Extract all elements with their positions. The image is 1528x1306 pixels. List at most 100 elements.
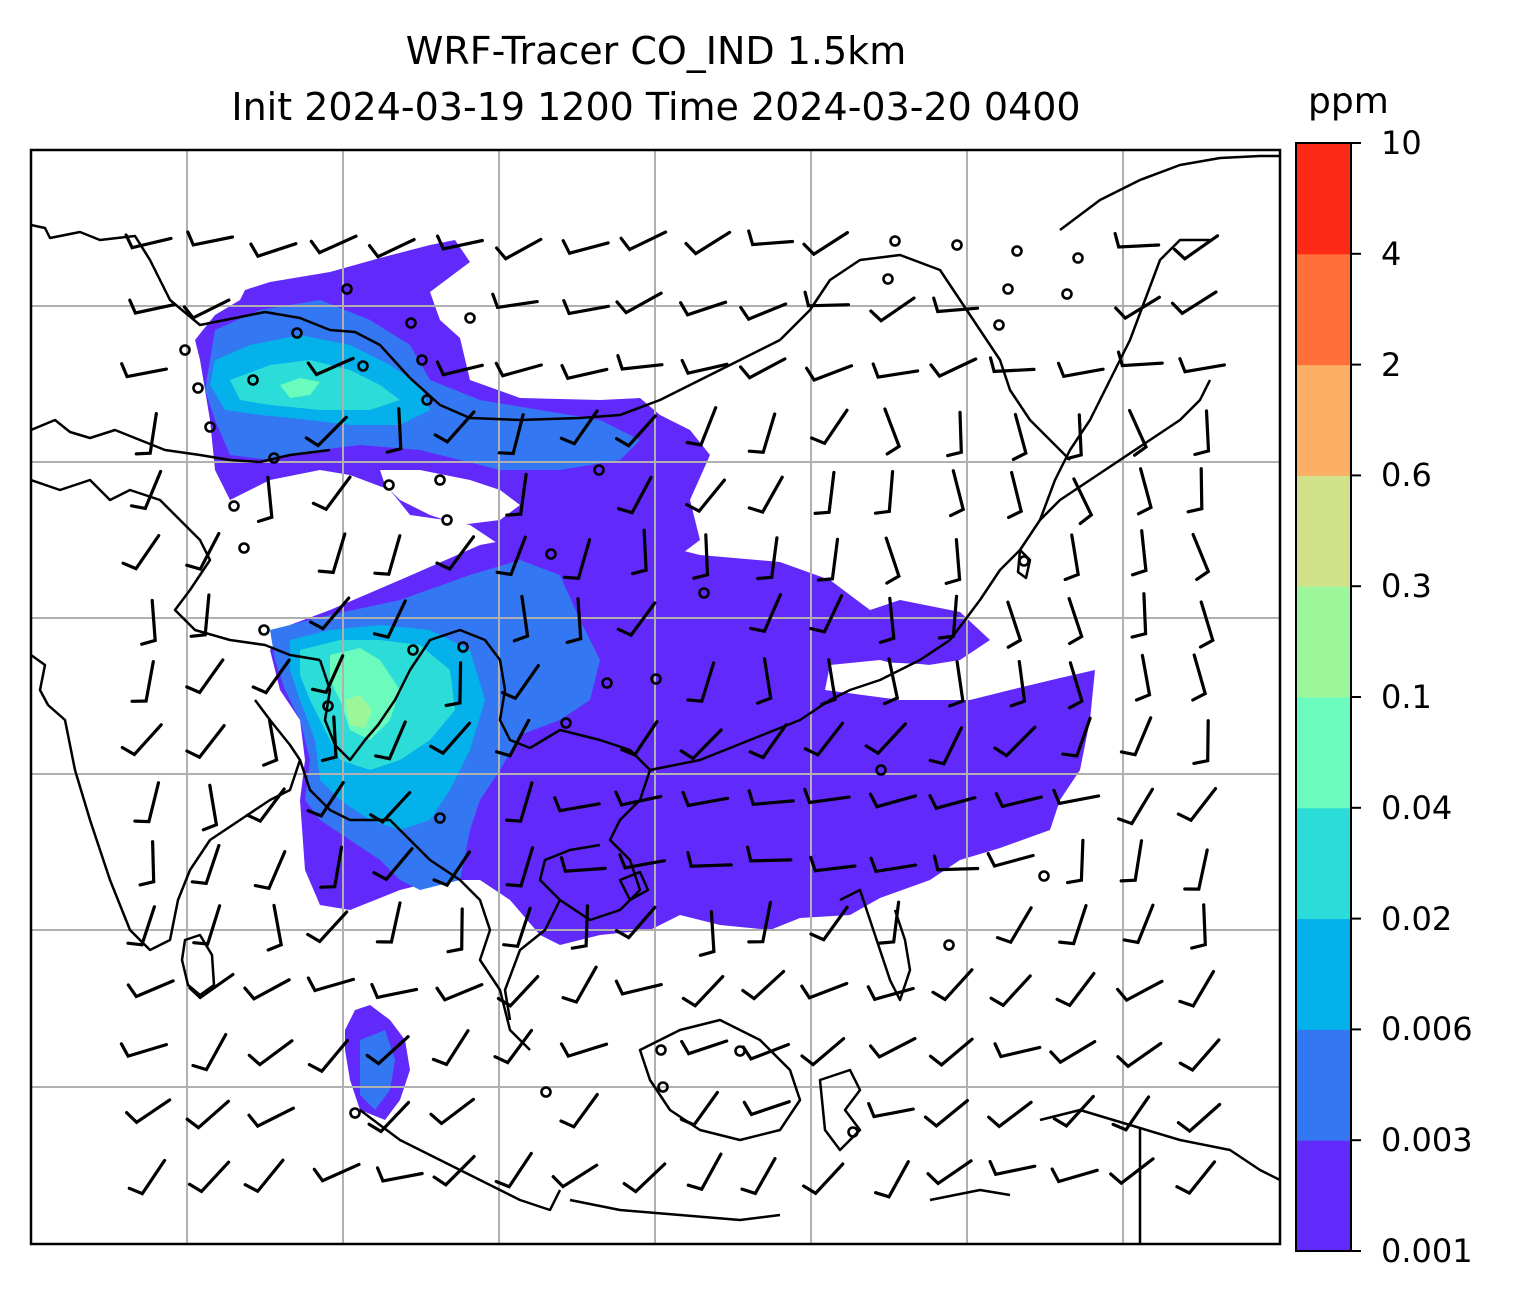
- india-west-coast: [31, 653, 302, 952]
- calm-wind-circle: [560, 717, 572, 729]
- borneo: [638, 1018, 802, 1142]
- wind-barb: [937, 594, 959, 640]
- wind-barb: [614, 979, 663, 996]
- wind-barb: [306, 910, 349, 944]
- wind-barb: [1131, 529, 1148, 577]
- colorbar-segment: [1296, 1140, 1351, 1252]
- wind-barb: [512, 594, 530, 643]
- wind-barb: [495, 237, 543, 261]
- calm-wind-circle: [457, 641, 469, 653]
- calm-wind-circle: [179, 344, 191, 356]
- wind-barb: [187, 1160, 231, 1194]
- calm-wind-circle: [268, 452, 280, 464]
- wind-barb: [747, 229, 795, 247]
- map-area: [31, 150, 1280, 1244]
- timor: [929, 1188, 1011, 1202]
- wind-barb: [320, 715, 338, 763]
- calm-wind-circle: [650, 673, 662, 685]
- colorbar-segment: [1296, 1029, 1351, 1141]
- wind-barb: [134, 412, 158, 456]
- wind-barb: [681, 790, 730, 808]
- wind-barb: [746, 845, 793, 863]
- calm-wind-circle: [441, 514, 453, 526]
- wind-barb: [944, 538, 962, 585]
- wind-barb: [188, 972, 235, 1000]
- wind-barb: [809, 594, 844, 634]
- calm-wind-circle: [357, 360, 369, 372]
- map-frame: [29, 148, 1282, 1246]
- wind-barb: [1061, 716, 1092, 758]
- wind-barb: [253, 850, 287, 891]
- calm-wind-circle: [1002, 283, 1014, 295]
- calm-wind-circle: [341, 283, 353, 295]
- wind-barb: [493, 1028, 534, 1065]
- wind-barb: [190, 843, 221, 886]
- wind-barb: [191, 1033, 228, 1072]
- wind-barb: [133, 781, 161, 824]
- wind-barb: [987, 1100, 1033, 1129]
- colorbar-tick-label: 0.003: [1381, 1121, 1473, 1160]
- wind-barb: [617, 475, 653, 515]
- colorbar-tick-label: 0.6: [1381, 456, 1432, 495]
- wind-barb: [128, 298, 177, 315]
- wind-barb: [631, 528, 648, 576]
- wind-barb: [878, 900, 901, 945]
- wind-barb: [1072, 477, 1094, 526]
- calm-wind-circle: [192, 382, 204, 394]
- wind-barb: [367, 238, 416, 259]
- wind-barb: [185, 1099, 230, 1130]
- chart-title-line1: WRF-Tracer CO_IND 1.5km: [405, 29, 907, 73]
- wind-barb: [864, 722, 907, 756]
- wind-barb: [680, 1039, 729, 1056]
- wind-barb: [374, 720, 407, 761]
- wind-barb: [120, 362, 168, 379]
- wind-barb: [928, 794, 977, 811]
- calm-wind-circle: [1072, 252, 1084, 264]
- philippines: [839, 888, 912, 1002]
- wind-barb: [431, 1029, 470, 1067]
- colorbar: [1296, 143, 1351, 1252]
- colorbar-segment: [1296, 364, 1351, 476]
- wind-barb: [311, 654, 345, 695]
- wind-barb: [1191, 532, 1211, 581]
- wind-barb: [1068, 661, 1084, 710]
- calm-wind-circle: [416, 354, 428, 366]
- wind-barb: [679, 300, 728, 317]
- wind-barb: [620, 720, 659, 757]
- tracer-1-central: [345, 695, 372, 728]
- wind-barb: [820, 658, 837, 706]
- wind-barb: [385, 407, 403, 454]
- wind-barb: [243, 1158, 285, 1194]
- wind-barb: [928, 726, 963, 766]
- calm-wind-circle: [291, 327, 303, 339]
- wind-barb: [186, 230, 235, 247]
- wind-barb: [372, 847, 414, 882]
- calm-wind-circle: [247, 374, 259, 386]
- wind-barb: [747, 900, 772, 944]
- wind-barb: [372, 599, 407, 639]
- wind-barb: [309, 234, 358, 255]
- calm-wind-circle: [657, 1081, 669, 1093]
- calm-wind-circle: [434, 474, 446, 486]
- calm-wind-circle: [238, 542, 250, 554]
- wind-barb: [496, 975, 540, 1008]
- wind-barb: [619, 230, 668, 252]
- wind-barb: [1049, 1040, 1097, 1065]
- wind-barb: [741, 969, 786, 1001]
- tracer-gap-2: [830, 662, 960, 690]
- wind-barb: [306, 976, 355, 993]
- wind-barb: [684, 230, 732, 256]
- wind-barb: [126, 979, 175, 999]
- wind-barb: [989, 974, 1032, 1008]
- wind-barb: [435, 983, 484, 1002]
- wind-barb: [182, 298, 231, 320]
- calm-wind-circle: [1061, 288, 1073, 300]
- sumatra: [359, 1109, 562, 1212]
- calm-wind-circle: [540, 1086, 552, 1098]
- wind-barb: [246, 787, 286, 824]
- wind-barb: [618, 853, 667, 870]
- wind-barb: [559, 409, 599, 446]
- wind-barb: [435, 535, 476, 572]
- wind-barb: [185, 658, 225, 695]
- wind-barb: [932, 854, 980, 872]
